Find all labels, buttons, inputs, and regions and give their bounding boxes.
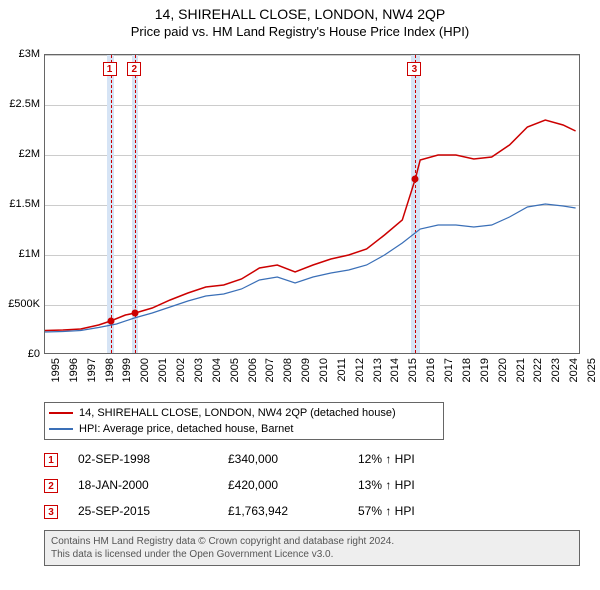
- sale-dot-icon: [107, 318, 114, 325]
- x-tick-label: 1999: [121, 358, 133, 398]
- x-tick-label: 2006: [247, 358, 259, 398]
- y-tick-label: £500K: [0, 298, 40, 310]
- x-tick-label: 2014: [389, 358, 401, 398]
- sale-price: £420,000: [228, 478, 358, 492]
- x-tick-label: 1997: [86, 358, 98, 398]
- x-tick-label: 2021: [515, 358, 527, 398]
- sale-pct-vs-hpi: 13% ↑ HPI: [358, 478, 478, 492]
- x-tick-label: 1998: [104, 358, 116, 398]
- x-tick-label: 2016: [425, 358, 437, 398]
- y-tick-label: £2.5M: [0, 98, 40, 110]
- x-tick-label: 2004: [211, 358, 223, 398]
- footer-line: This data is licensed under the Open Gov…: [51, 548, 573, 561]
- sale-dot-icon: [412, 175, 419, 182]
- x-tick-label: 2005: [229, 358, 241, 398]
- x-tick-label: 2024: [568, 358, 580, 398]
- x-tick-label: 2008: [282, 358, 294, 398]
- y-tick-label: £1.5M: [0, 198, 40, 210]
- x-tick-label: 2011: [336, 358, 348, 398]
- x-tick-label: 2010: [318, 358, 330, 398]
- x-tick-label: 2012: [354, 358, 366, 398]
- legend-swatch: [49, 428, 73, 430]
- sale-date: 02-SEP-1998: [78, 452, 228, 466]
- table-row: 1 02-SEP-1998 £340,000 12% ↑ HPI: [44, 446, 478, 472]
- x-tick-label: 2017: [443, 358, 455, 398]
- event-marker-icon: 2: [127, 62, 141, 76]
- x-tick-label: 2022: [532, 358, 544, 398]
- y-tick-label: £1M: [0, 248, 40, 260]
- y-tick-label: £2M: [0, 148, 40, 160]
- sale-price: £1,763,942: [228, 504, 358, 518]
- footer-line: Contains HM Land Registry data © Crown c…: [51, 535, 573, 548]
- titles: 14, SHIREHALL CLOSE, LONDON, NW4 2QP Pri…: [0, 0, 600, 39]
- chart-title: 14, SHIREHALL CLOSE, LONDON, NW4 2QP: [0, 6, 600, 22]
- chart-subtitle: Price paid vs. HM Land Registry's House …: [0, 24, 600, 39]
- sale-price: £340,000: [228, 452, 358, 466]
- table-row: 3 25-SEP-2015 £1,763,942 57% ↑ HPI: [44, 498, 478, 524]
- sale-pct-vs-hpi: 57% ↑ HPI: [358, 504, 478, 518]
- legend-swatch: [49, 412, 73, 414]
- x-tick-label: 2020: [497, 358, 509, 398]
- x-tick-label: 1996: [68, 358, 80, 398]
- x-tick-label: 2013: [372, 358, 384, 398]
- table-row: 2 18-JAN-2000 £420,000 13% ↑ HPI: [44, 472, 478, 498]
- sale-date: 25-SEP-2015: [78, 504, 228, 518]
- legend-label: 14, SHIREHALL CLOSE, LONDON, NW4 2QP (de…: [79, 407, 396, 419]
- x-tick-label: 2002: [175, 358, 187, 398]
- sale-date: 18-JAN-2000: [78, 478, 228, 492]
- series-svg: [45, 55, 580, 354]
- plot-area: [44, 54, 580, 354]
- x-tick-label: 2015: [407, 358, 419, 398]
- event-marker-icon: 1: [103, 62, 117, 76]
- x-tick-label: 2001: [157, 358, 169, 398]
- x-tick-label: 2023: [550, 358, 562, 398]
- x-tick-label: 2009: [300, 358, 312, 398]
- sales-table: 1 02-SEP-1998 £340,000 12% ↑ HPI 2 18-JA…: [44, 446, 478, 524]
- sale-marker-icon: 3: [44, 505, 58, 519]
- sale-marker-icon: 2: [44, 479, 58, 493]
- legend: 14, SHIREHALL CLOSE, LONDON, NW4 2QP (de…: [44, 402, 444, 440]
- sale-pct-vs-hpi: 12% ↑ HPI: [358, 452, 478, 466]
- legend-label: HPI: Average price, detached house, Barn…: [79, 423, 293, 435]
- y-tick-label: £0: [0, 348, 40, 360]
- x-tick-label: 2018: [461, 358, 473, 398]
- x-tick-label: 2007: [264, 358, 276, 398]
- event-marker-icon: 3: [407, 62, 421, 76]
- x-tick-label: 2019: [479, 358, 491, 398]
- series-line: [45, 120, 576, 331]
- x-tick-label: 2003: [193, 358, 205, 398]
- attribution-footer: Contains HM Land Registry data © Crown c…: [44, 530, 580, 566]
- sale-dot-icon: [132, 310, 139, 317]
- chart-container: 14, SHIREHALL CLOSE, LONDON, NW4 2QP Pri…: [0, 0, 600, 590]
- sale-marker-icon: 1: [44, 453, 58, 467]
- x-tick-label: 1995: [50, 358, 62, 398]
- x-tick-label: 2025: [586, 358, 598, 398]
- legend-item: HPI: Average price, detached house, Barn…: [49, 421, 439, 437]
- series-line: [45, 204, 576, 332]
- x-tick-label: 2000: [139, 358, 151, 398]
- legend-item: 14, SHIREHALL CLOSE, LONDON, NW4 2QP (de…: [49, 405, 439, 421]
- y-tick-label: £3M: [0, 48, 40, 60]
